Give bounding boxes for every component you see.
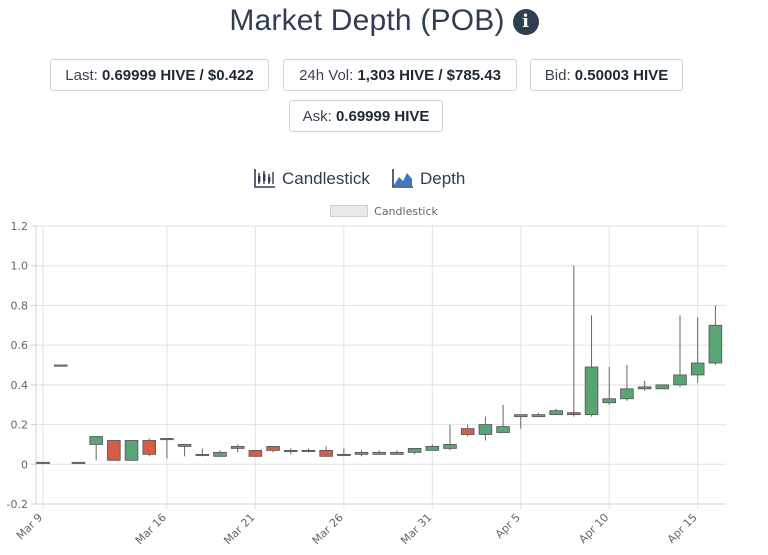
candle-body — [54, 364, 68, 367]
candle-body — [549, 410, 563, 416]
candle-body — [142, 440, 157, 455]
bid-label: Bid: — [544, 67, 575, 84]
candle-body — [248, 449, 263, 457]
candle-body — [301, 449, 316, 452]
y-tick-label: 0.6 — [11, 339, 29, 352]
candle-body — [637, 386, 652, 390]
x-tick-label: Apr 10 — [576, 511, 611, 546]
candle-body — [177, 444, 192, 447]
candlestick-chart: -0.2 0 0.2 0.4 0.6 0.8 1.0 1.2 Mar 9 Mar 16 Mar 21… — [7, 220, 726, 547]
x-tick-label: Mar 9 — [14, 511, 45, 542]
candle-body — [354, 451, 369, 455]
x-tick-label: Mar 26 — [310, 511, 346, 547]
candle-body — [337, 453, 351, 456]
area-chart-icon — [392, 169, 413, 188]
candle-body — [708, 324, 723, 364]
candle-body — [71, 461, 86, 464]
depth-toggle-label: Depth — [420, 169, 466, 188]
volume-value: 1,303 HIVE / $785.43 — [357, 67, 501, 84]
candle-body — [266, 446, 280, 451]
ask-stat: Ask: 0.69999 HIVE — [289, 100, 443, 132]
y-tick-label: 1.2 — [11, 220, 29, 233]
candle-body — [372, 451, 387, 455]
candle-body — [443, 444, 457, 449]
y-tick-label: 0.8 — [11, 299, 29, 312]
candle-body — [407, 447, 422, 453]
last-price-stat: Last: 0.69999 HIVE / $0.422 — [50, 59, 269, 91]
x-tick-label: Mar 21 — [221, 511, 257, 547]
candle-body — [602, 398, 616, 404]
x-tick-label: Apr 15 — [665, 511, 700, 546]
x-tick-label: Mar 31 — [398, 511, 434, 547]
bid-value: 0.50003 HIVE — [574, 67, 669, 84]
candle-body — [531, 414, 546, 418]
ask-label: Ask: — [302, 108, 336, 125]
y-tick-label: -0.2 — [7, 498, 28, 511]
volume-label: 24h Vol: — [299, 67, 358, 84]
candle-body — [478, 424, 493, 435]
candle-body — [160, 438, 174, 441]
candle-body — [89, 436, 103, 445]
candlestick-toggle[interactable]: Candlestick — [254, 167, 370, 191]
chart-legend[interactable]: Candlestick — [0, 205, 768, 218]
page-title-text: Market Depth (POB) — [229, 4, 505, 37]
candle-body — [673, 374, 687, 386]
candle-body — [107, 440, 121, 461]
candle-body — [195, 453, 210, 456]
candle-body — [124, 440, 139, 461]
candle-body — [567, 412, 581, 416]
candle-body — [620, 388, 634, 400]
bid-stat: Bid: 0.50003 HIVE — [530, 59, 683, 91]
candle-body — [514, 414, 528, 418]
y-tick-label: 0.4 — [11, 379, 29, 392]
legend-label: Candlestick — [374, 205, 438, 218]
last-value: 0.69999 HIVE / $0.422 — [101, 67, 254, 84]
candle-body — [584, 366, 599, 416]
candle-body — [690, 362, 705, 376]
candle-body — [390, 451, 404, 455]
y-tick-label: 1.0 — [11, 260, 29, 273]
x-tick-label: Mar 16 — [133, 511, 169, 547]
candle-body — [319, 449, 333, 457]
ask-value: 0.69999 HIVE — [335, 108, 430, 125]
candle-body — [213, 451, 227, 457]
last-label: Last: — [65, 67, 102, 84]
candlestick-chart-icon — [254, 169, 275, 188]
candle-body — [460, 428, 475, 435]
volume-stat: 24h Vol: 1,303 HIVE / $785.43 — [283, 59, 517, 91]
page-title: Market Depth (POB) i — [0, 4, 768, 38]
depth-toggle[interactable]: Depth — [392, 167, 465, 191]
candlestick-toggle-label: Candlestick — [282, 169, 370, 188]
candle-body — [230, 446, 245, 449]
legend-swatch — [330, 205, 369, 217]
candle-body — [655, 384, 670, 390]
candle-body — [283, 449, 298, 452]
y-tick-label: 0.2 — [11, 419, 29, 432]
x-tick-label: Apr 5 — [493, 511, 523, 541]
y-tick-label: 0 — [21, 458, 28, 471]
candle-body — [425, 446, 440, 451]
candle-body — [36, 461, 50, 464]
info-icon[interactable]: i — [512, 9, 539, 35]
candle-body — [496, 426, 510, 433]
